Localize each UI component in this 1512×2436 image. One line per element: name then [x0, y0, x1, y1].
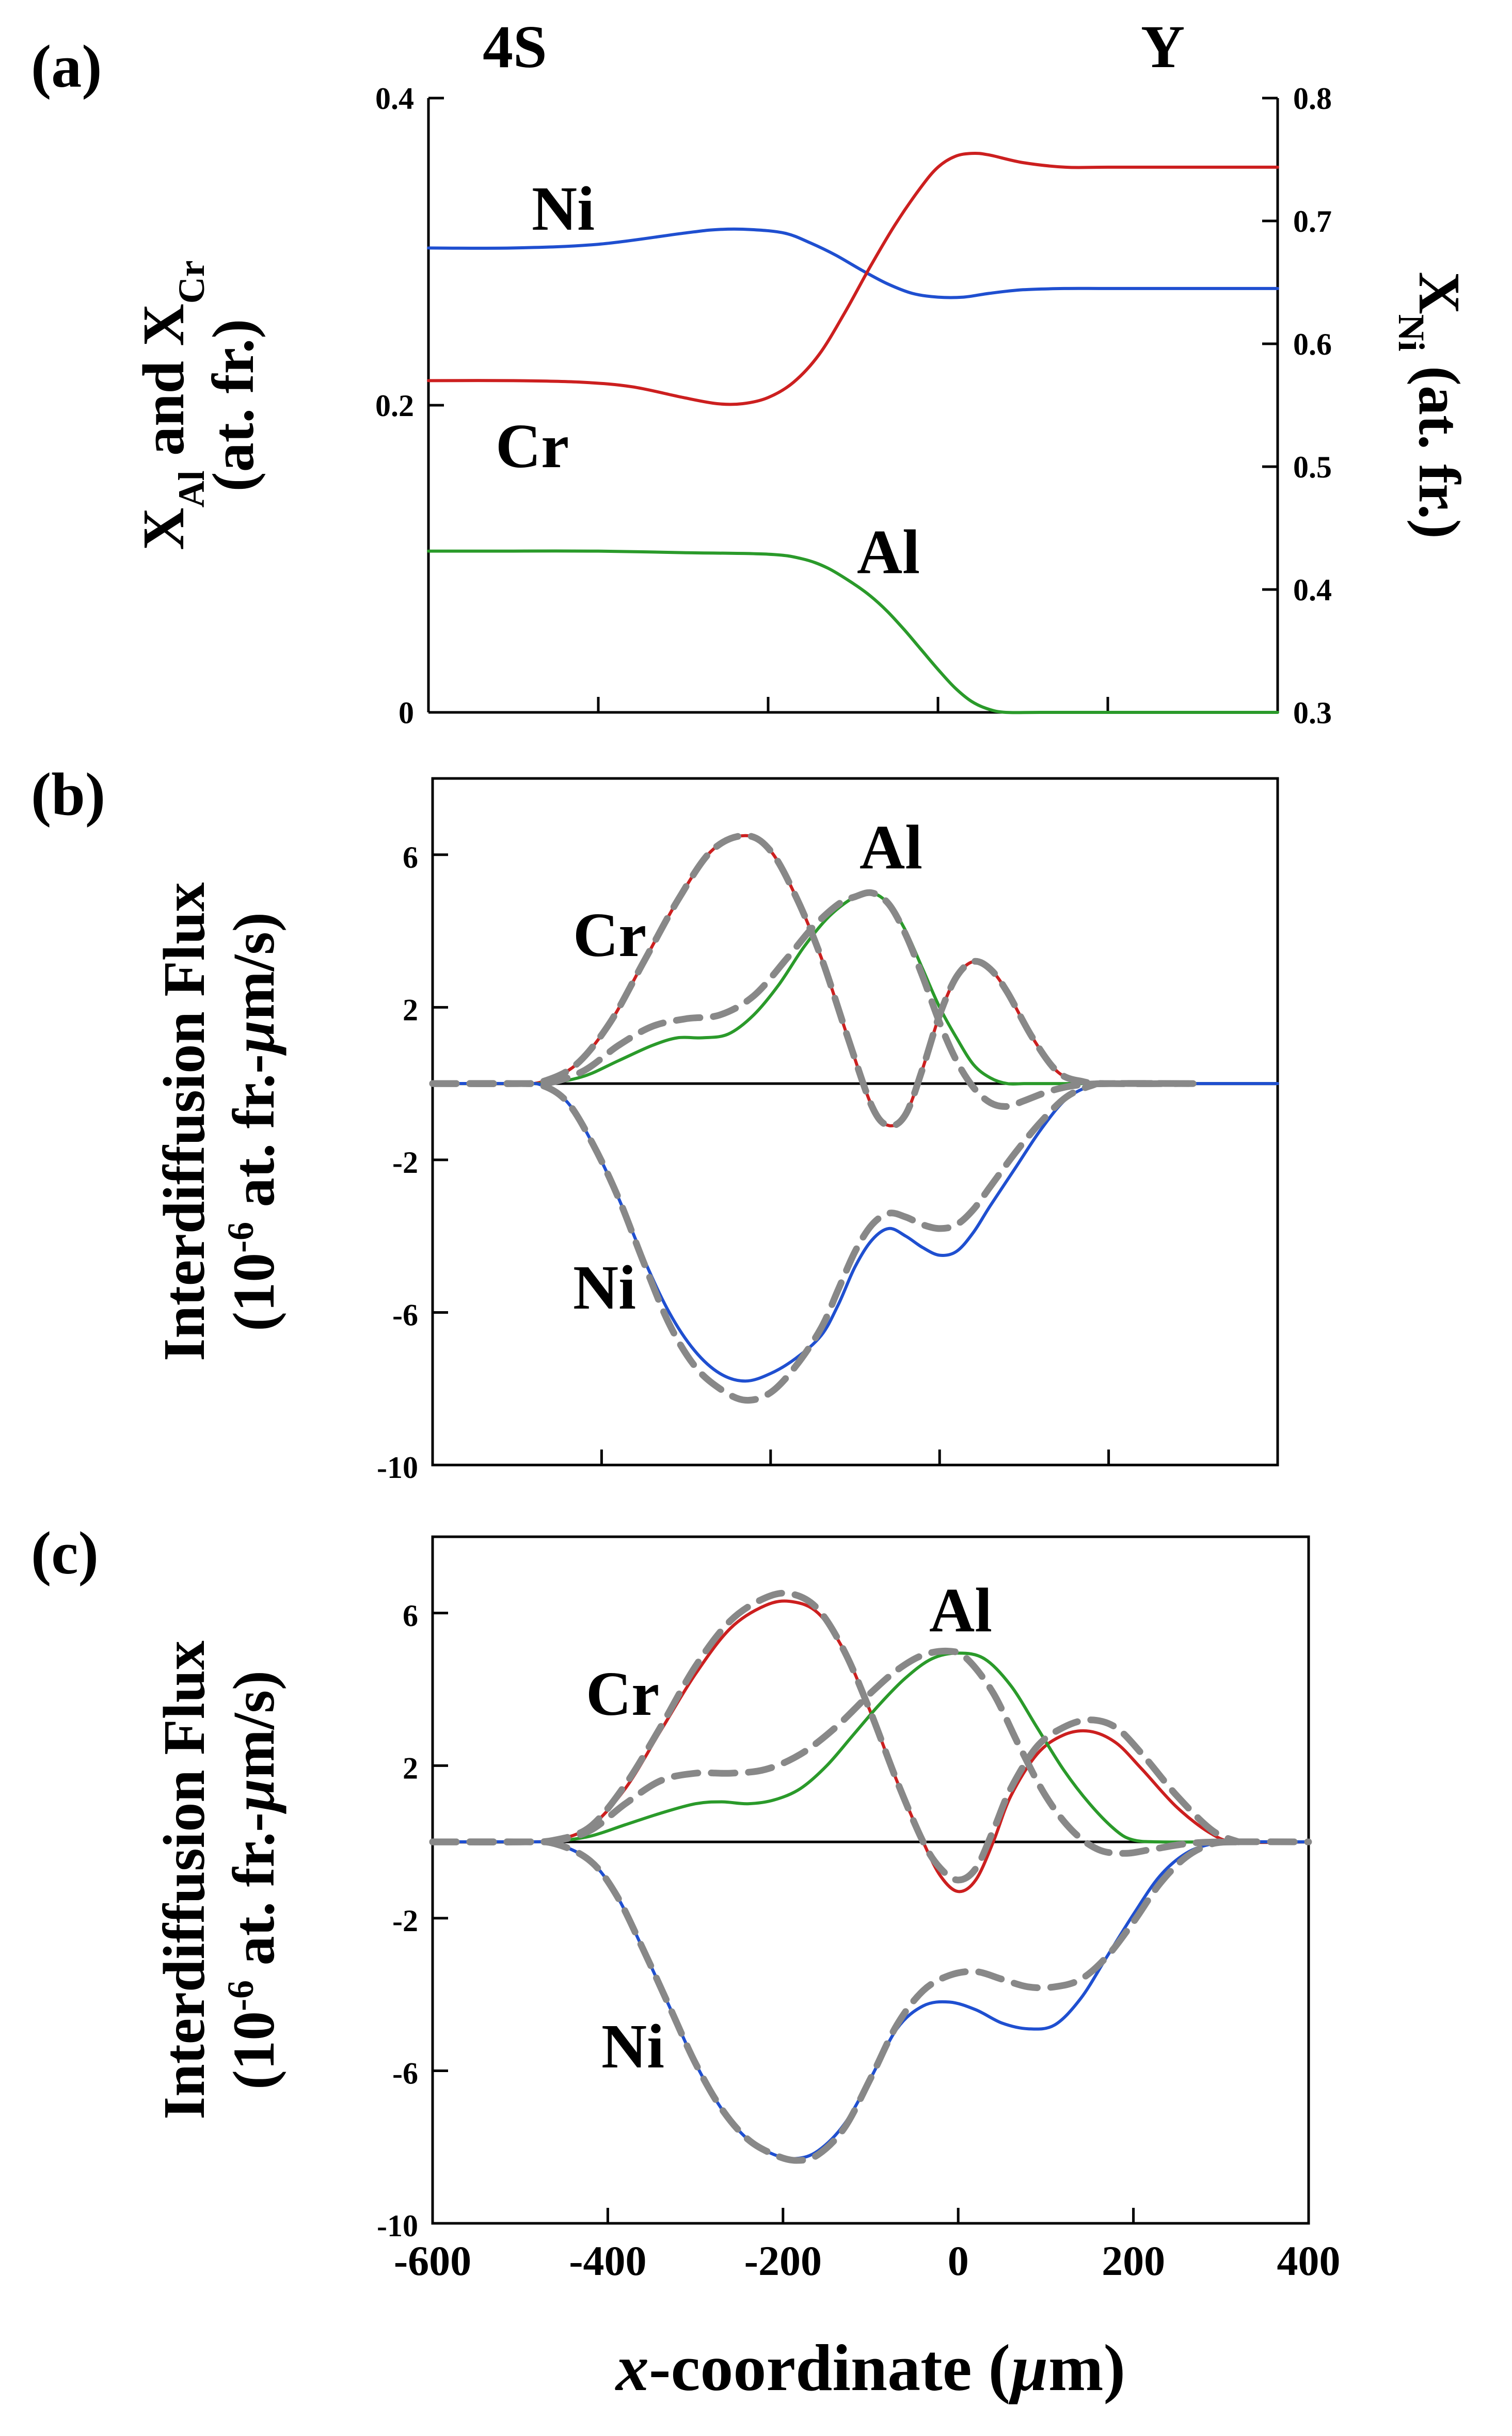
panel-a-header-4S: 4S — [483, 13, 547, 81]
panel-c-label-ni: Ni — [601, 2012, 664, 2081]
panel-a-panel-label: (a) — [31, 33, 102, 100]
panel-b-label-al: Al — [860, 813, 922, 882]
panel-c-panel-label: (c) — [31, 1519, 99, 1587]
panel-c-x-tick-label: 200 — [1102, 2237, 1165, 2284]
panel-c-x-tick-label: -400 — [569, 2237, 646, 2284]
panel-b-plot-frame — [431, 777, 1279, 1467]
panel-b-y-tick-label: -6 — [392, 1298, 418, 1332]
panel-c-chart: -600 -400 -200 0 200 400 -10 -6 -2 2 6 Interdiffusi… — [31, 1519, 1341, 2405]
panel-a-label-cr: Cr — [496, 411, 569, 481]
panel-c-x-tick-label: -600 — [394, 2237, 471, 2284]
panel-c-y-tick-label: -10 — [377, 2209, 418, 2243]
panel-a-y2-tick-label: 0.4 — [1293, 573, 1332, 607]
panel-a-y2-axis-title: XNi (at. fr.) — [1391, 272, 1472, 538]
panel-a-y-tick-label: 0 — [399, 696, 414, 730]
panel-c-y-tick-label: 6 — [403, 1599, 418, 1633]
panel-b-chart: -10 -6 -2 2 6 Interdiffusion Flux (10-6 at. fr… — [31, 760, 1279, 1485]
panel-c-y-tick-label: -6 — [392, 2057, 418, 2091]
panel-c-x-axis-title: x-coordinate (µm) — [615, 2331, 1125, 2405]
panel-b-label-cr: Cr — [573, 900, 646, 970]
panel-c-y-axis-title-line2: (10-6 at. fr.-µm/s) — [220, 1670, 287, 2090]
panel-b-y-axis-title-line2: (10-6 at. fr.-µm/s) — [220, 912, 287, 1331]
panel-a-y-axis-title-line2: (at. fr.) — [200, 319, 266, 492]
panel-b-series-ni — [431, 1081, 1279, 1383]
panel-b-y-tick-label: 6 — [403, 840, 418, 874]
panel-c-plot-frame — [431, 1535, 1310, 2225]
panel-b-panel-label: (b) — [31, 760, 105, 828]
panel-c-series-al-fit — [429, 1647, 1312, 1857]
panel-a-chart: 0 0.2 0.4 0.3 0.4 0.5 0.6 0.7 0.8 XNi (at. fr.) XA… — [31, 13, 1472, 730]
panel-c-x-tick-label: -200 — [744, 2237, 822, 2284]
panel-a-series-al — [427, 549, 1279, 714]
panel-b-y-tick-label: -2 — [392, 1145, 418, 1180]
panel-c-label-cr: Cr — [586, 1659, 659, 1729]
panel-c-y-axis-title-line1: Interdiffusion Flux — [151, 1641, 217, 2120]
panel-b-y-axis-title-line1: Interdiffusion Flux — [151, 882, 217, 1361]
panel-a-label-al: Al — [857, 517, 920, 587]
panel-b-series-cr-fit — [429, 832, 1197, 1129]
panel-a-y2-tick-label: 0.6 — [1293, 327, 1332, 361]
panel-a-y2-tick-label: 0.7 — [1293, 204, 1332, 238]
panel-c-x-tick-label: 400 — [1277, 2237, 1341, 2284]
panel-c-label-al: Al — [929, 1575, 992, 1645]
panel-b-label-ni: Ni — [573, 1253, 636, 1323]
panel-a-y2-tick-label: 0.3 — [1293, 696, 1332, 730]
panel-c-series-al — [431, 1651, 1310, 1844]
panel-a-label-ni: Ni — [532, 174, 595, 244]
panel-b-y-tick-label: 2 — [403, 993, 418, 1027]
panel-a-y2-tick-label: 0.8 — [1293, 82, 1332, 116]
panel-a-y-axis-title-line1: XAl and XCr — [131, 260, 212, 550]
panel-b-y-tick-label: -10 — [377, 1451, 418, 1485]
panel-c-series-ni-fit — [429, 1838, 1242, 2164]
panel-c-x-tick-label: 0 — [948, 2237, 969, 2284]
panel-b-series-ni-fit — [429, 1080, 1197, 1404]
panel-a-series-cr — [427, 151, 1279, 406]
panel-c-series-ni — [431, 1840, 1310, 2160]
panel-c-series-cr-fit — [429, 1589, 1242, 1884]
panel-a-header-Y: Y — [1141, 13, 1185, 81]
panel-c-y-tick-label: 2 — [403, 1752, 418, 1786]
panel-a-y2-tick-label: 0.5 — [1293, 450, 1332, 484]
panel-b-series-al-fit — [429, 889, 1197, 1110]
panel-a-y-tick-label: 0.4 — [375, 82, 414, 116]
panel-c-y-tick-label: -2 — [392, 1904, 418, 1938]
panel-a-series-ni — [427, 227, 1279, 299]
panel-a-y-tick-label: 0.2 — [375, 389, 414, 423]
